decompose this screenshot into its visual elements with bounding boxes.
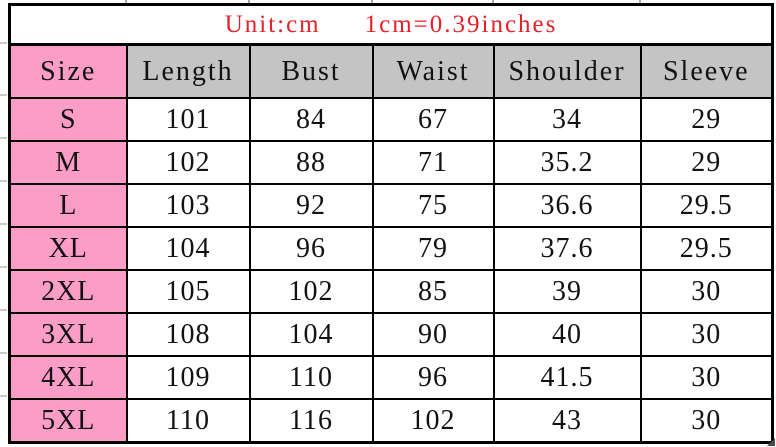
length-cell: 105 — [125, 269, 251, 315]
size-cell: L — [8, 183, 128, 229]
length-cell: 110 — [125, 398, 251, 444]
sleeve-cell: 30 — [639, 269, 774, 315]
shoulder-cell: 36.6 — [492, 183, 642, 229]
length-cell: 103 — [125, 183, 251, 229]
column-header-shoulder: Shoulder — [492, 43, 642, 100]
bust-cell: 84 — [248, 97, 374, 143]
sleeve-cell: 29 — [639, 97, 774, 143]
unit-title: Unit:cm 1cm=0.39inches — [8, 3, 774, 47]
table-row: S 101 84 67 34 29 — [8, 97, 774, 143]
table-row: L 103 92 75 36.6 29.5 — [8, 183, 774, 229]
sleeve-cell: 30 — [639, 398, 774, 444]
size-chart-table: Unit:cm 1cm=0.39inches Size Length Bust W… — [8, 3, 775, 444]
bust-cell: 96 — [248, 226, 374, 272]
gridline-tick — [0, 352, 7, 354]
size-cell: M — [8, 140, 128, 186]
gridline-tick — [492, 0, 494, 3]
sleeve-cell: 29.5 — [639, 226, 774, 272]
size-cell: S — [8, 97, 128, 143]
gridline-tick — [0, 94, 7, 96]
waist-cell: 85 — [371, 269, 495, 315]
gridline-tick — [0, 395, 7, 397]
unit-label: Unit:cm — [224, 10, 321, 38]
column-header-size: Size — [8, 43, 128, 100]
gridline-tick — [0, 223, 7, 225]
gridline-tick — [0, 266, 7, 268]
gridline-tick — [639, 0, 641, 3]
waist-cell: 75 — [371, 183, 495, 229]
size-cell: 2XL — [8, 269, 128, 315]
sleeve-cell: 30 — [639, 355, 774, 401]
sleeve-cell: 30 — [639, 312, 774, 358]
waist-cell: 90 — [371, 312, 495, 358]
length-cell: 102 — [125, 140, 251, 186]
shoulder-cell: 37.6 — [492, 226, 642, 272]
length-cell: 108 — [125, 312, 251, 358]
column-header-sleeve: Sleeve — [639, 43, 774, 100]
column-header-length: Length — [125, 43, 251, 100]
shoulder-cell: 40 — [492, 312, 642, 358]
table-header-row: Size Length Bust Waist Shoulder Sleeve — [8, 43, 774, 100]
shoulder-cell: 39 — [492, 269, 642, 315]
gridline-tick — [0, 137, 7, 139]
gridline-tick — [371, 0, 373, 3]
waist-cell: 102 — [371, 398, 495, 444]
sleeve-cell: 29 — [639, 140, 774, 186]
shoulder-cell: 34 — [492, 97, 642, 143]
table-row: 3XL 108 104 90 40 30 — [8, 312, 774, 358]
table-row: 5XL 110 116 102 43 30 — [8, 398, 774, 444]
length-cell: 101 — [125, 97, 251, 143]
table-row: M 102 88 71 35.2 29 — [8, 140, 774, 186]
gridline-tick — [0, 309, 7, 311]
sleeve-cell: 29.5 — [639, 183, 774, 229]
conversion-label: 1cm=0.39inches — [364, 10, 558, 38]
table-row: 2XL 105 102 85 39 30 — [8, 269, 774, 315]
shoulder-cell: 35.2 — [492, 140, 642, 186]
table-row: XL 104 96 79 37.6 29.5 — [8, 226, 774, 272]
bust-cell: 110 — [248, 355, 374, 401]
size-cell: XL — [8, 226, 128, 272]
unit-title-row: Unit:cm 1cm=0.39inches — [8, 3, 774, 47]
bust-cell: 116 — [248, 398, 374, 444]
size-cell: 5XL — [8, 398, 128, 444]
bust-cell: 88 — [248, 140, 374, 186]
gridline-tick — [0, 180, 7, 182]
shoulder-cell: 41.5 — [492, 355, 642, 401]
waist-cell: 71 — [371, 140, 495, 186]
length-cell: 109 — [125, 355, 251, 401]
gridline-tick — [0, 42, 7, 44]
bust-cell: 102 — [248, 269, 374, 315]
size-cell: 3XL — [8, 312, 128, 358]
waist-cell: 67 — [371, 97, 495, 143]
gridline-tick — [125, 0, 127, 3]
size-cell: 4XL — [8, 355, 128, 401]
waist-cell: 96 — [371, 355, 495, 401]
bust-cell: 92 — [248, 183, 374, 229]
gridline-tick — [248, 0, 250, 3]
table-row: 4XL 109 110 96 41.5 30 — [8, 355, 774, 401]
shoulder-cell: 43 — [492, 398, 642, 444]
column-header-waist: Waist — [371, 43, 495, 100]
waist-cell: 79 — [371, 226, 495, 272]
column-header-bust: Bust — [248, 43, 374, 100]
bust-cell: 104 — [248, 312, 374, 358]
length-cell: 104 — [125, 226, 251, 272]
selection-corner-handle — [767, 438, 775, 446]
